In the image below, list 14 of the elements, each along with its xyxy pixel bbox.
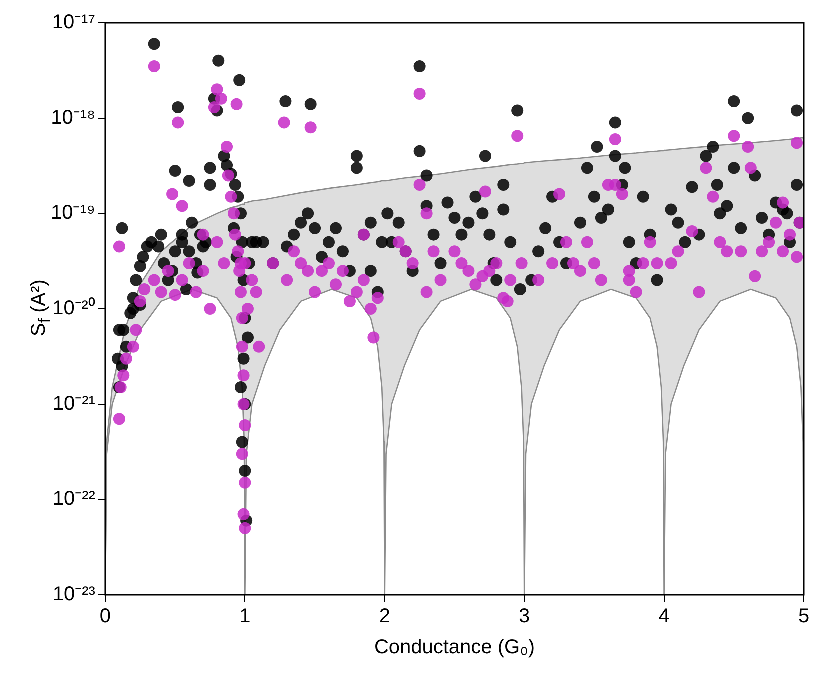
x-tick-label: 2	[379, 606, 390, 628]
y-tick-label: 10⁻¹⁸	[51, 106, 96, 129]
y-tick-label: 10⁻²⁰	[52, 296, 96, 320]
x-tick-label: 1	[240, 606, 251, 628]
x-tick-label: 5	[798, 606, 810, 628]
y-tick-label: 10⁻¹⁷	[52, 12, 96, 34]
y-tick-label: 10⁻¹⁹	[50, 202, 96, 224]
x-tick-label: 0	[100, 606, 112, 628]
x-tick-label: 4	[658, 606, 670, 628]
x-axis-title: Conductance (G₀)	[374, 636, 536, 659]
y-tick-label: 10⁻²¹	[52, 392, 96, 415]
y-tick-label: 10⁻²³	[52, 584, 96, 606]
x-tick-label: 3	[519, 606, 530, 628]
y-tick-label: 10⁻²²	[52, 488, 96, 510]
